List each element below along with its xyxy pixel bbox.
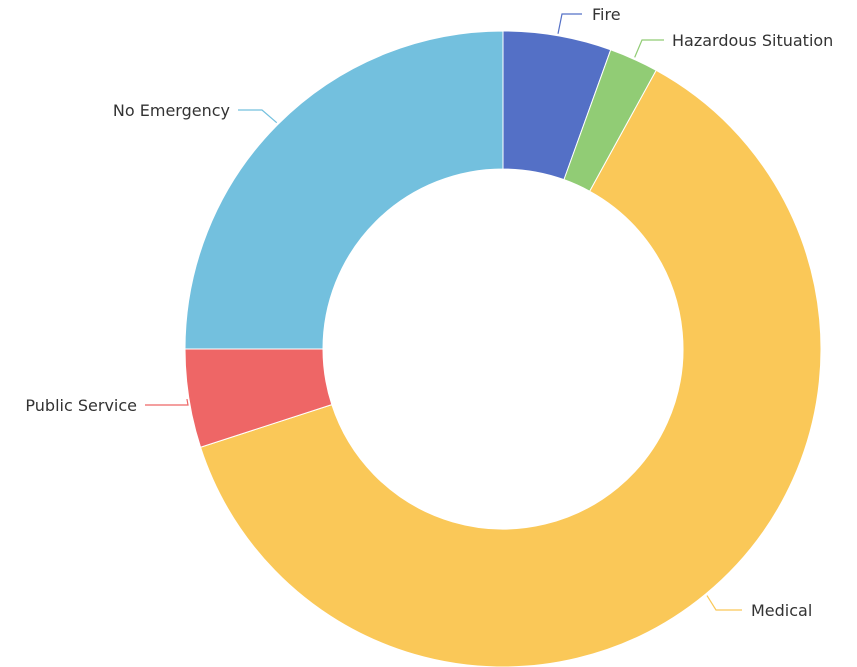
slice-label-public-service: Public Service [25, 396, 137, 415]
slice-medical[interactable] [199, 69, 822, 667]
leader-line-public-service [145, 398, 189, 406]
slice-label-fire: Fire [592, 5, 621, 24]
leader-line-hazardous-situation [634, 39, 664, 58]
leader-line-no-emergency [238, 109, 278, 124]
labels-group: Fire Hazardous Situation Medical Public Ser… [24, 4, 835, 622]
leader-lines-group [145, 13, 742, 611]
slice-label-no-emergency: No Emergency [113, 101, 230, 120]
slice-label-hazardous-situation: Hazardous Situation [672, 31, 833, 50]
slices-group [184, 30, 822, 667]
slice-label-medical: Medical [751, 601, 812, 620]
leader-line-fire [557, 13, 582, 34]
leader-line-medical [706, 595, 742, 611]
slice-no-emergency[interactable] [184, 30, 504, 350]
